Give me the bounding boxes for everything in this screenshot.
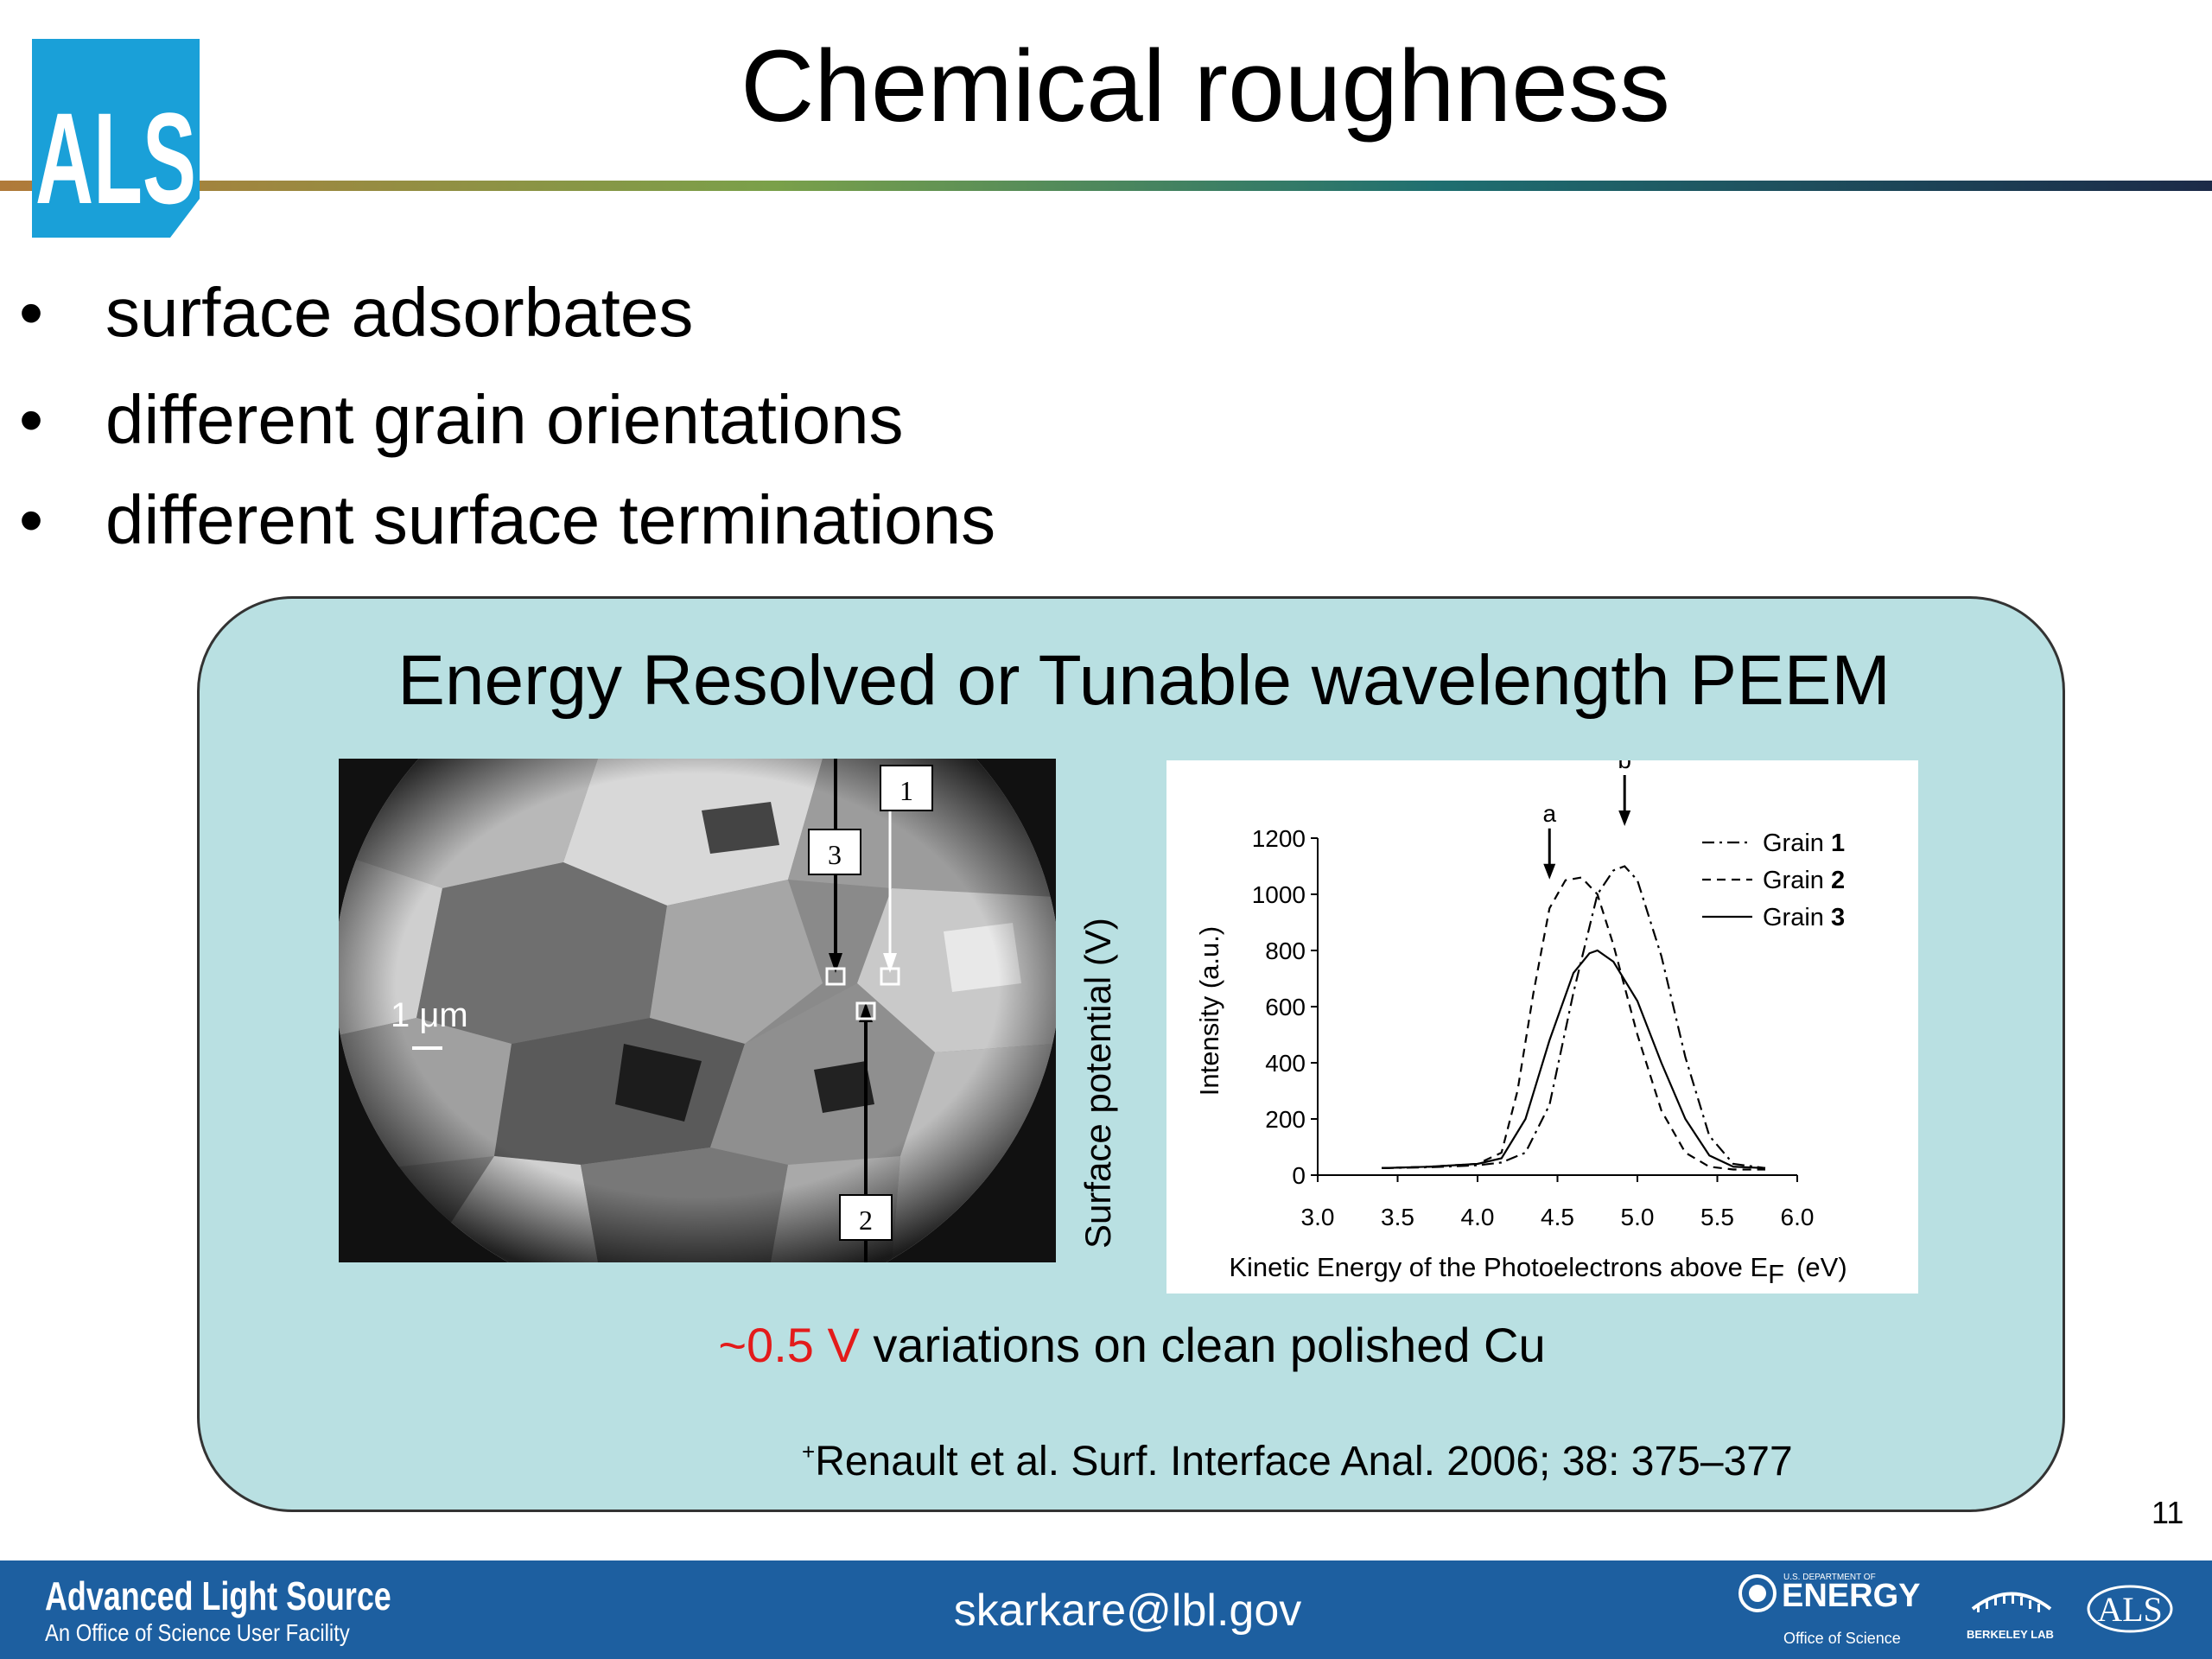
bullet-item: • surface adsorbates [19, 270, 693, 356]
annotation-arrowhead-a [1543, 863, 1556, 880]
doe-small-text: U.S. DEPARTMENT OF [1783, 1573, 1876, 1582]
citation-mark: + [802, 1439, 816, 1465]
x-axis-title-unit: (eV) [1796, 1252, 1847, 1282]
footer-email[interactable]: skarkare@lbl.gov [953, 1586, 1302, 1636]
footer-organization: Advanced Light Source [45, 1573, 391, 1618]
annotation-arrowhead-b [1618, 810, 1631, 826]
surface-potential-label: Surface potential (V) [1077, 918, 1118, 1249]
legend-label-grain-1: Grain 1 [1763, 830, 1845, 857]
footer-subtitle: An Office of Science User Facility [45, 1619, 350, 1646]
scale-bar-label: 1 μm [391, 996, 468, 1034]
marker-label-2: 2 [859, 1205, 873, 1236]
legend-label-grain-2: Grain 2 [1763, 867, 1845, 894]
y-tick-label: 800 [1265, 938, 1306, 964]
citation-text: Renault et al. Surf. Interface Anal. 200… [815, 1439, 1793, 1484]
panel-title: Energy Resolved or Tunable wavelength PE… [397, 641, 1891, 720]
series-line-grain-1 [1381, 865, 1766, 1169]
x-tick-label: 4.0 [1461, 1204, 1495, 1230]
doe-subtitle: Office of Science [1783, 1630, 1901, 1647]
bullet-item: • different surface terminations [19, 477, 995, 563]
header-rule [0, 181, 2212, 191]
x-tick-label: 5.0 [1621, 1204, 1655, 1230]
marker-label-1: 1 [899, 775, 913, 806]
bullet-text: different grain orientations [105, 381, 904, 458]
als-logo: ALS [32, 39, 200, 238]
x-axis-title-main: Kinetic Energy of the Photoelectrons abo… [1229, 1252, 1768, 1282]
slide-title: Chemical roughness [741, 29, 1670, 143]
x-tick-label: 3.5 [1381, 1204, 1414, 1230]
x-tick-label: 4.5 [1541, 1204, 1574, 1230]
x-tick-label: 3.0 [1301, 1204, 1335, 1230]
intensity-chart: 0 200 400 600 800 1000 1200 3.0 3.5 4.0 4.5 5.0 5.5 6… [1194, 747, 1847, 1289]
marker-label-3: 3 [828, 839, 842, 870]
bullet-marker: • [19, 481, 44, 558]
x-tick-label: 5.5 [1700, 1204, 1734, 1230]
intensity-chart-box: 0 200 400 600 800 1000 1200 3.0 3.5 4.0 4.5 5.0 5.5 6… [1166, 747, 1918, 1294]
variation-text: variations on clean polished Cu [859, 1318, 1546, 1372]
y-tick-label: 400 [1265, 1050, 1306, 1077]
page-number: 11 [2152, 1495, 2184, 1530]
x-tick-label: 6.0 [1781, 1204, 1815, 1230]
annotation-label-a: a [1542, 800, 1556, 827]
legend-label-grain-3: Grain 3 [1763, 904, 1845, 931]
y-tick-label: 200 [1265, 1106, 1306, 1133]
y-tick-label: 0 [1292, 1162, 1306, 1189]
y-tick-label: 1000 [1252, 881, 1306, 908]
logo-text: ALS [35, 86, 196, 231]
berkeley-lab-text: BERKELEY LAB [1967, 1628, 2054, 1641]
bullet-item: • different grain orientations [19, 377, 904, 463]
citation: +Renault et al. Surf. Interface Anal. 20… [802, 1426, 1793, 1488]
bullet-marker: • [19, 274, 44, 351]
variation-highlight: ~0.5 V [718, 1318, 860, 1372]
series-line-grain-2 [1381, 876, 1765, 1171]
variation-note: ~0.5 V variations on clean polished Cu [0, 1315, 2212, 1376]
bullet-text: different surface terminations [105, 481, 996, 558]
y-tick-label: 600 [1265, 994, 1306, 1020]
y-tick-label: 1200 [1252, 825, 1306, 852]
doe-seal-icon [1738, 1574, 1777, 1612]
footer-bar [0, 1560, 2212, 1659]
series-line-grain-3 [1381, 949, 1766, 1169]
x-axis-title: Kinetic Energy of the Photoelectrons abo… [1229, 1252, 1847, 1289]
doe-logo-text: ENERGY [1782, 1578, 1921, 1614]
berkeley-lab-icon [1971, 1592, 2052, 1612]
annotation-label-b: b [1618, 760, 1631, 773]
bullet-marker: • [19, 381, 44, 458]
y-axis-title: Intensity (a.u.) [1194, 926, 1224, 1096]
peem-micrograph: 3 1 2 1 μm [339, 759, 1056, 1262]
bullet-text: surface adsorbates [105, 274, 694, 351]
als-footer-mark: ALS [2097, 1590, 2163, 1629]
als-footer-logo: ALS [2087, 1585, 2173, 1633]
x-axis-title-sub: F [1768, 1259, 1784, 1289]
